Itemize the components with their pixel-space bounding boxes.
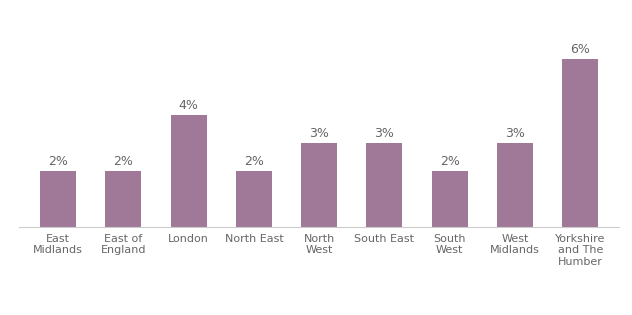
Text: 2%: 2% (48, 155, 68, 168)
Bar (497, 143, 533, 227)
Bar (562, 59, 598, 227)
Text: 4%: 4% (179, 99, 198, 112)
Text: 2%: 2% (113, 155, 133, 168)
Text: 6%: 6% (570, 43, 590, 56)
Bar (301, 143, 337, 227)
Bar (171, 115, 207, 227)
Text: 2%: 2% (440, 155, 459, 168)
Text: 3%: 3% (505, 127, 525, 140)
Text: 3%: 3% (309, 127, 329, 140)
Bar (432, 171, 468, 227)
Bar (367, 143, 403, 227)
Bar (106, 171, 142, 227)
Text: 2%: 2% (244, 155, 264, 168)
Bar (40, 171, 76, 227)
Text: 3%: 3% (375, 127, 394, 140)
Bar (236, 171, 272, 227)
